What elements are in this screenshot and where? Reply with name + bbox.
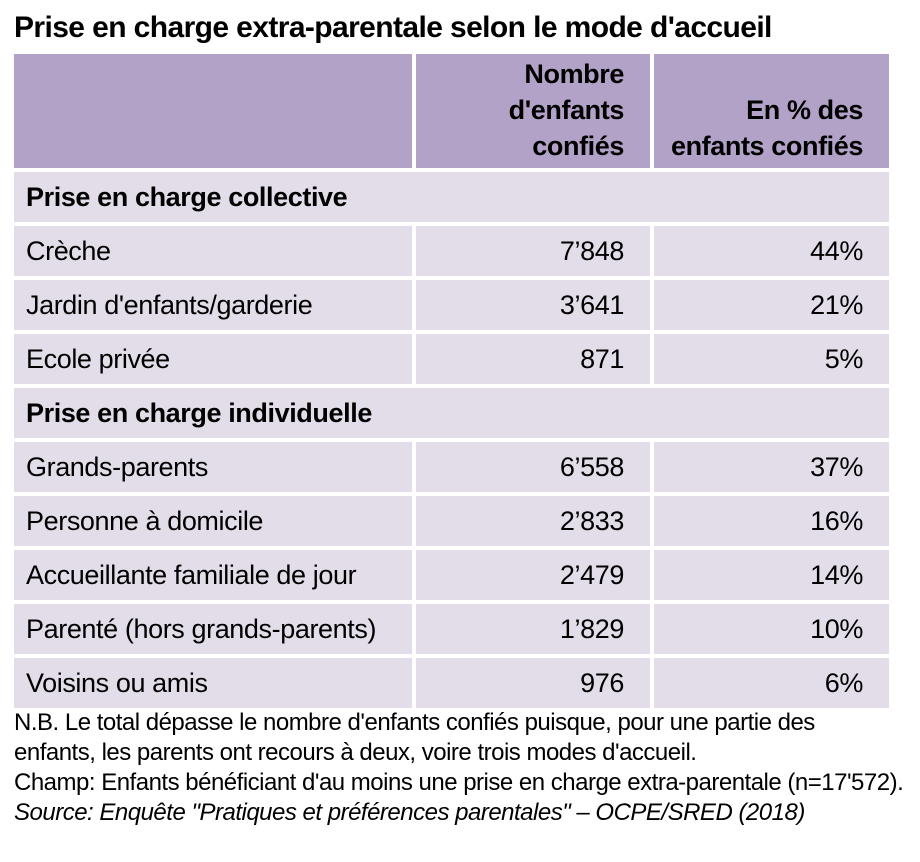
row-count: 7’848 — [416, 226, 654, 280]
row-label: Voisins ou amis — [14, 658, 416, 712]
footnotes: N.B. Le total dépasse le nombre d'enfant… — [14, 708, 914, 828]
row-label: Personne à domicile — [14, 496, 416, 550]
row-percent: 44% — [654, 226, 889, 280]
data-table: Nombre d'enfants confiés En % des enfant… — [14, 54, 889, 712]
page-title: Prise en charge extra-parentale selon le… — [14, 11, 772, 44]
section-label: Prise en charge collective — [14, 172, 889, 226]
table-row: Ecole privée 871 5% — [14, 334, 889, 388]
row-percent: 37% — [654, 442, 889, 496]
row-count: 2’479 — [416, 550, 654, 604]
row-label: Grands-parents — [14, 442, 416, 496]
row-count: 3’641 — [416, 280, 654, 334]
section-label: Prise en charge individuelle — [14, 388, 889, 442]
row-label: Jardin d'enfants/garderie — [14, 280, 416, 334]
note-nb-line1: N.B. Le total dépasse le nombre d'enfant… — [14, 709, 815, 736]
table-row: Grands-parents 6’558 37% — [14, 442, 889, 496]
row-count: 976 — [416, 658, 654, 712]
row-count: 6’558 — [416, 442, 654, 496]
row-percent: 16% — [654, 496, 889, 550]
row-label: Crèche — [14, 226, 416, 280]
table-row: Jardin d'enfants/garderie 3’641 21% — [14, 280, 889, 334]
column-header-percent: En % des enfants confiés — [654, 54, 889, 172]
row-percent: 10% — [654, 604, 889, 658]
table-header-row: Nombre d'enfants confiés En % des enfant… — [14, 54, 889, 172]
row-label: Ecole privée — [14, 334, 416, 388]
table-row: Accueillante familiale de jour 2’479 14% — [14, 550, 889, 604]
section-row: Prise en charge collective — [14, 172, 889, 226]
row-percent: 21% — [654, 280, 889, 334]
row-percent: 6% — [654, 658, 889, 712]
table-row: Parenté (hors grands-parents) 1’829 10% — [14, 604, 889, 658]
column-header-label — [14, 54, 416, 172]
table-row: Crèche 7’848 44% — [14, 226, 889, 280]
row-count: 1’829 — [416, 604, 654, 658]
note-champ: Champ: Enfants bénéficiant d'au moins un… — [14, 769, 904, 796]
table-row: Personne à domicile 2’833 16% — [14, 496, 889, 550]
column-header-count: Nombre d'enfants confiés — [416, 54, 654, 172]
row-count: 2’833 — [416, 496, 654, 550]
row-label: Accueillante familiale de jour — [14, 550, 416, 604]
row-percent: 5% — [654, 334, 889, 388]
row-count: 871 — [416, 334, 654, 388]
section-row: Prise en charge individuelle — [14, 388, 889, 442]
row-percent: 14% — [654, 550, 889, 604]
note-nb-line2: enfants, les parents ont recours à deux,… — [14, 739, 697, 766]
note-source: Source: Enquête "Pratiques et préférence… — [14, 799, 805, 826]
row-label: Parenté (hors grands-parents) — [14, 604, 416, 658]
table-row: Voisins ou amis 976 6% — [14, 658, 889, 712]
